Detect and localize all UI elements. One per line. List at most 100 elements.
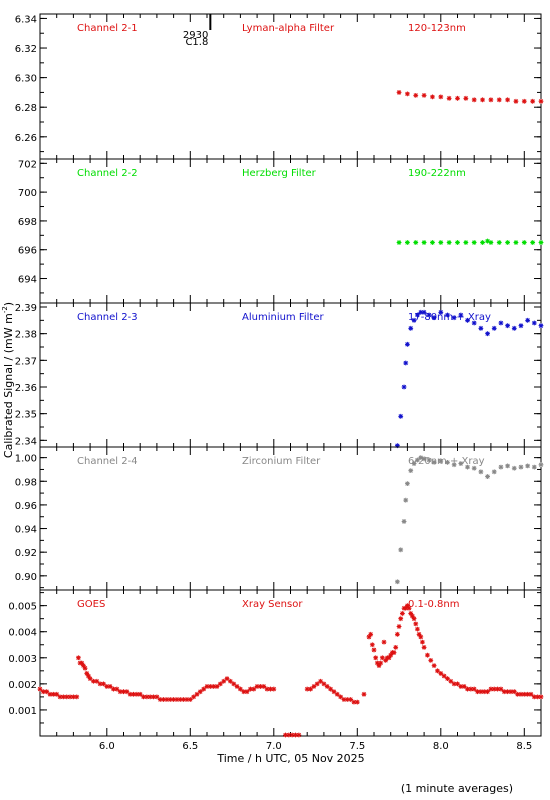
data-point: [505, 97, 510, 103]
data-point: [451, 681, 457, 687]
data-point: [405, 240, 410, 245]
y-axis-label-main: Calibrated Signal / (mW m: [2, 313, 15, 458]
data-point: [538, 694, 544, 700]
data-point: [147, 694, 153, 700]
data-point: [201, 686, 207, 692]
data-point: [344, 697, 350, 702]
data-point: [413, 240, 419, 245]
data-point: [405, 341, 410, 347]
data-point: [67, 694, 73, 700]
data-point: [84, 671, 90, 676]
data-point: [405, 91, 410, 97]
data-point: [515, 691, 521, 697]
y-tick-label: 6.26: [15, 133, 37, 144]
data-point: [396, 90, 402, 95]
x-axis-label: Time / h UTC, 05 Nov 2025: [216, 752, 364, 765]
panel-label: Lyman-alpha Filter: [242, 23, 335, 34]
data-point: [511, 325, 517, 331]
data-point: [268, 686, 273, 692]
data-point: [528, 691, 534, 697]
data-point: [174, 697, 180, 702]
data-point: [505, 240, 510, 245]
data-point: [445, 312, 450, 318]
data-point: [366, 634, 372, 640]
data-point: [538, 462, 544, 468]
y-tick-label: 694: [18, 275, 37, 286]
data-point: [485, 474, 490, 479]
data-point: [86, 673, 91, 679]
data-point: [296, 732, 302, 738]
data-point: [87, 676, 93, 682]
panel-label: 190-222nm: [408, 168, 466, 179]
data-point: [438, 458, 444, 464]
data-point: [121, 689, 126, 695]
data-point: [420, 639, 425, 645]
data-point: [311, 684, 317, 689]
data-point: [408, 325, 414, 331]
data-point: [468, 686, 474, 692]
data-point: [101, 681, 106, 687]
data-point: [478, 689, 484, 695]
data-point: [331, 689, 337, 695]
data-point: [471, 240, 477, 245]
data-point: [393, 644, 399, 650]
data-point: [531, 464, 537, 470]
data-point: [475, 689, 480, 695]
data-point: [398, 547, 404, 553]
data-point: [491, 686, 497, 692]
data-point: [531, 694, 537, 700]
data-point: [398, 616, 404, 622]
data-point: [348, 697, 354, 702]
data-point: [448, 678, 454, 684]
panel-label: Herzberg Filter: [242, 168, 317, 179]
data-point: [438, 309, 444, 315]
data-point: [117, 689, 123, 695]
data-point: [381, 639, 387, 645]
panel-label: 120-123nm: [408, 23, 466, 34]
data-point: [538, 98, 544, 104]
data-point: [418, 634, 424, 640]
data-point: [304, 686, 310, 692]
data-point: [518, 464, 524, 470]
panels: 6.26 6.28 6.30 6.32 6.34 Channel 2-1 Lyman-alp…: [8, 13, 544, 752]
data-point: [485, 689, 490, 695]
data-point: [401, 384, 407, 390]
data-point: [354, 699, 360, 705]
data-point: [471, 97, 477, 103]
data-point: [394, 631, 400, 637]
data-point: [530, 98, 536, 104]
panel-label: Aluminium Filter: [242, 312, 325, 323]
data-point: [538, 323, 544, 329]
data-point: [289, 732, 295, 738]
data-point: [465, 464, 470, 470]
data-point: [231, 681, 237, 687]
data-point: [438, 671, 444, 676]
data-point: [505, 463, 510, 469]
data-point: [261, 684, 267, 689]
data-point: [221, 678, 227, 684]
data-point: [258, 684, 263, 689]
data-point: [501, 689, 507, 695]
data-point: [194, 691, 200, 697]
panel-5: 0.001 0.002 0.003 0.004 0.005 GOES Xray Sensor…: [8, 589, 544, 738]
data-point: [491, 325, 497, 331]
data-point: [127, 691, 133, 697]
data-point: [408, 468, 414, 474]
data-point: [376, 663, 382, 669]
data-point: [461, 684, 467, 689]
data-point: [82, 665, 88, 671]
data-point: [415, 457, 420, 463]
data-point: [488, 686, 494, 692]
y-tick-label: 0.92: [15, 548, 37, 559]
data-point: [234, 684, 240, 689]
data-point: [224, 676, 230, 682]
panel-label: 17-80nm + Xray: [408, 312, 491, 323]
data-point: [144, 694, 150, 700]
panel-label: Channel 2-2: [77, 168, 138, 179]
data-point: [411, 317, 417, 323]
data-point: [271, 686, 277, 692]
data-point: [79, 660, 85, 666]
data-point: [521, 691, 527, 697]
data-point: [338, 694, 343, 700]
data-point: [227, 678, 233, 684]
